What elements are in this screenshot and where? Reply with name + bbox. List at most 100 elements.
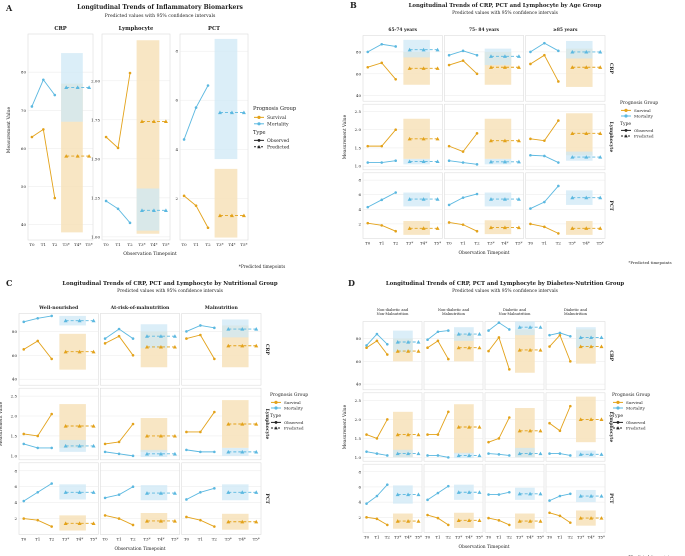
survival-predicted-point: [407, 226, 412, 230]
survival-predicted-point: [172, 518, 177, 523]
mortality-observed-point: [436, 330, 440, 334]
mortality-predicted-point: [395, 492, 400, 497]
mortality-observed-point: [497, 321, 501, 324]
legend-type-title: Type: [612, 413, 623, 419]
mortality-observed-point: [103, 496, 107, 500]
mortality-predicted-point: [77, 318, 82, 323]
x-tick-label: T2: [474, 241, 480, 246]
survival-observed-point: [487, 516, 490, 520]
mortality-predicted-point: [598, 49, 603, 54]
survival-predicted-point: [599, 516, 604, 520]
survival-observed-point: [558, 429, 562, 433]
survival-observed-point: [182, 194, 186, 198]
survival-predicted-point: [407, 66, 412, 70]
cell-frame: [484, 463, 545, 533]
mortality-observed-point: [380, 161, 384, 164]
x-tick-label: T2: [507, 535, 513, 540]
mortality-predicted-point: [435, 47, 440, 52]
mortality-observed-point: [558, 331, 562, 335]
mortality-predicted-point: [91, 318, 96, 323]
survival-observed-point: [117, 517, 121, 520]
cell-pct-2: T0 T1 T2 T3* T4* T5*: [181, 462, 262, 542]
legend-group-title: Prognosis Group: [253, 106, 296, 112]
mortality-observed-point: [386, 342, 389, 346]
mortality-predicted-point: [488, 54, 493, 58]
y-tick-label: 8: [358, 469, 361, 474]
survival-predicted-point: [87, 154, 92, 158]
cell-lymphocyte-2: [484, 392, 545, 462]
mortality-observed-point: [475, 53, 479, 57]
mortality-predicted-point: [502, 197, 507, 201]
survival-observed-point: [386, 418, 389, 421]
panel-letter: A: [5, 3, 13, 13]
y-tick-label: 4: [358, 207, 361, 212]
survival-observed-point: [487, 349, 490, 353]
survival-predicted-point: [172, 344, 177, 349]
survival-predicted-point: [456, 425, 461, 429]
survival-predicted-point: [421, 136, 426, 141]
mortality-observed-point: [475, 163, 479, 166]
mortality-observed-point: [557, 49, 560, 53]
survival-observed-point: [116, 146, 120, 150]
y-tick-label: 70: [21, 108, 27, 113]
mortality-observed-point: [194, 106, 198, 109]
mortality-predicted-point: [75, 85, 80, 90]
y-tick-label: 2: [358, 221, 361, 226]
survival-observed-point: [380, 144, 384, 148]
mortality-predicted-point: [477, 332, 482, 336]
mortality-observed-point: [543, 41, 546, 45]
survival-predicted-point: [584, 131, 589, 135]
row-strip-label: CRP: [608, 350, 614, 361]
x-tick-label: T5*: [253, 537, 260, 542]
mortality-predicted-point: [240, 449, 245, 454]
row-strip-label: CRP: [608, 63, 614, 74]
mortality-observed-point: [50, 446, 53, 450]
x-tick-label: T5*: [476, 535, 483, 540]
y-tick-label: 1.0: [11, 453, 18, 458]
survival-observed-point: [50, 412, 53, 416]
column-header: Non-diabetic and: [438, 308, 470, 312]
survival-predicted-point: [63, 521, 68, 525]
mortality-ci-band: [484, 48, 512, 66]
survival-observed-point: [206, 226, 210, 230]
x-tick-label: T5*: [537, 535, 544, 540]
survival-predicted-point: [598, 65, 603, 69]
y-tick-label: 6: [14, 484, 17, 489]
survival-observed-point: [475, 229, 479, 233]
survival-ci-band: [136, 40, 160, 234]
y-tick-label: 40: [356, 93, 362, 98]
mortality-observed-point: [22, 320, 26, 324]
cell-crp-2: [181, 313, 262, 386]
survival-observed-point: [22, 348, 26, 351]
mortality-predicted-point: [517, 451, 522, 456]
survival-observed-point: [543, 225, 546, 229]
y-tick-label: 50: [21, 184, 27, 189]
mortality-observed-point: [558, 494, 562, 498]
y-tick-label: 6: [358, 484, 361, 489]
mortality-predicted-point: [158, 334, 163, 338]
mortality-observed-point: [386, 454, 389, 457]
legend-observed-label: Observed: [267, 138, 289, 144]
x-tick-label: T3*: [406, 241, 413, 246]
cell-pct-2: T0 T1 T2 T3* T4* T5*: [525, 172, 606, 246]
column-header: Malnutrition: [442, 312, 466, 316]
cell-frame: [525, 35, 606, 102]
survival-predicted-point: [578, 417, 583, 422]
survival-observed-point: [36, 518, 40, 522]
cell-pct-3: T0 T1 T2 T3* T4* T5*: [545, 463, 606, 540]
survival-observed-point: [103, 342, 107, 345]
mortality-observed-point: [117, 452, 121, 456]
column-header: Malnutrition: [564, 312, 588, 316]
survival-predicted-point: [158, 518, 163, 523]
survival-predicted-point: [91, 423, 96, 428]
x-tick-label: T4*: [501, 241, 508, 246]
mortality-predicted-point: [241, 110, 246, 115]
y-tick-label: 4: [175, 147, 178, 152]
x-tick-label: T3*: [577, 535, 584, 540]
row-strip-label: PCT: [264, 493, 270, 504]
legend-type-title: Type: [253, 130, 266, 136]
facet-title: Lymphocyte: [119, 26, 154, 32]
mortality-observed-point: [569, 335, 572, 338]
cell-frame: [100, 462, 180, 535]
mortality-predicted-point: [570, 155, 575, 159]
